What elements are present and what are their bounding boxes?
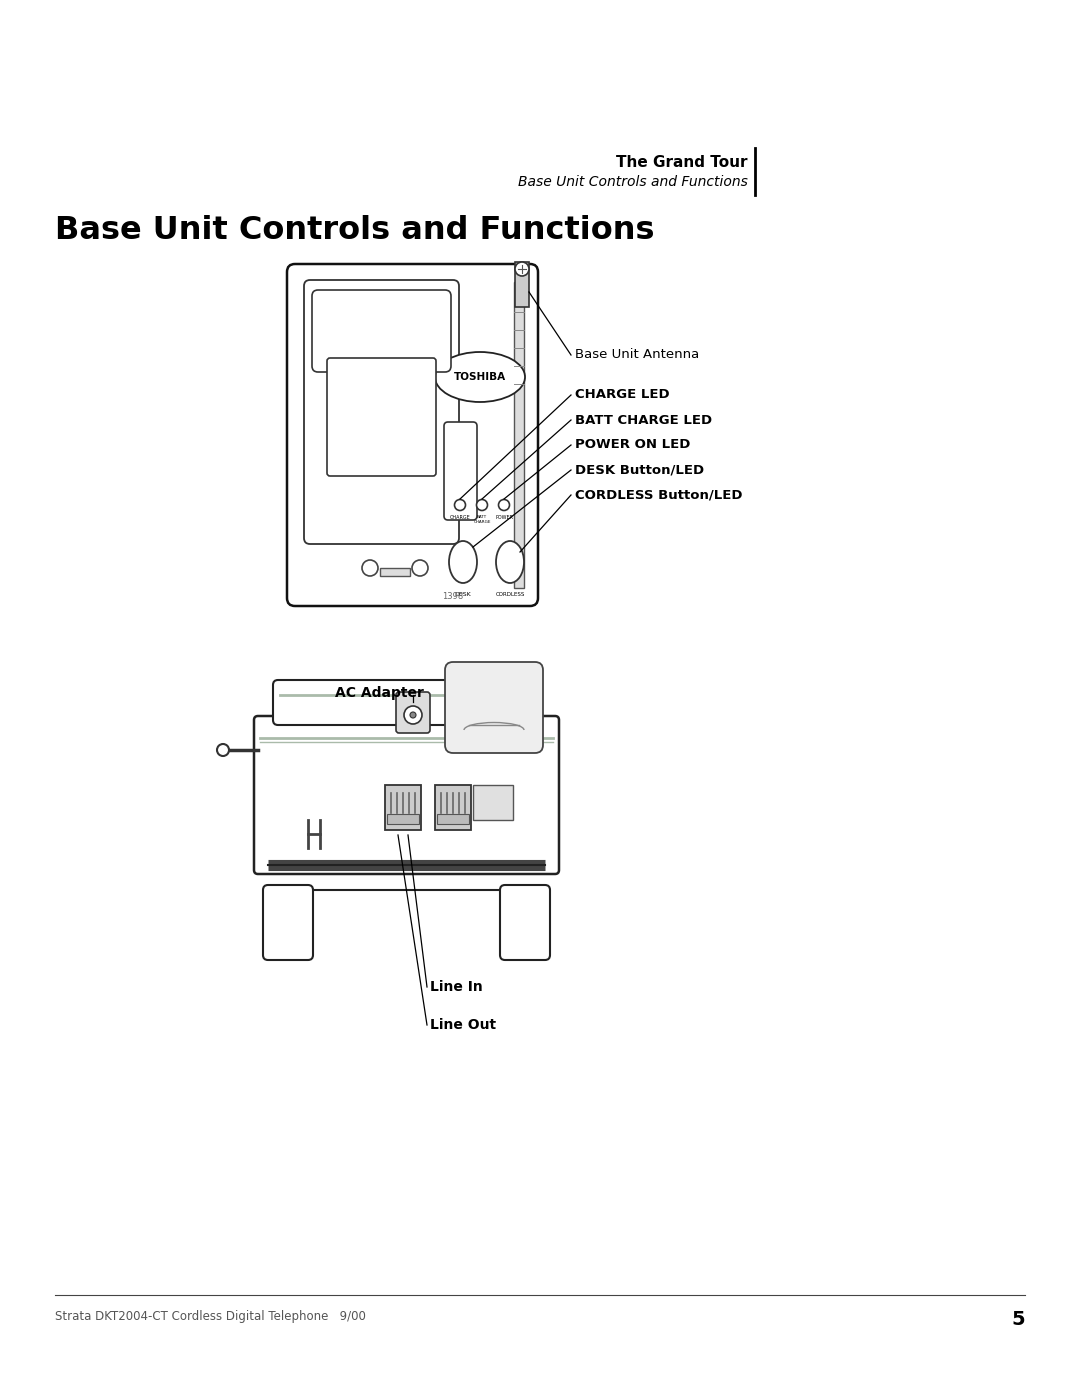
Ellipse shape [435,352,525,402]
Circle shape [515,263,529,277]
FancyBboxPatch shape [514,282,524,588]
FancyBboxPatch shape [312,291,451,372]
Text: BATT
CHARGE: BATT CHARGE [473,515,490,524]
Circle shape [362,560,378,576]
Text: Line In: Line In [430,981,483,995]
FancyBboxPatch shape [444,422,477,520]
FancyBboxPatch shape [387,814,419,824]
Text: CHARGE: CHARGE [449,515,471,520]
Text: POWER ON LED: POWER ON LED [575,439,690,451]
FancyBboxPatch shape [437,814,469,824]
Text: Line Out: Line Out [430,1018,496,1032]
FancyBboxPatch shape [500,886,550,960]
Text: DESK: DESK [455,592,471,597]
Text: CHARGE LED: CHARGE LED [575,388,670,401]
FancyBboxPatch shape [473,785,513,820]
FancyBboxPatch shape [264,886,313,960]
Text: Base Unit Controls and Functions: Base Unit Controls and Functions [518,175,748,189]
Ellipse shape [449,541,477,583]
Text: TOSHIBA: TOSHIBA [454,372,507,381]
Circle shape [499,500,510,510]
Text: Base Unit Controls and Functions: Base Unit Controls and Functions [55,215,654,246]
FancyBboxPatch shape [327,358,436,476]
Circle shape [217,745,229,756]
Circle shape [411,560,428,576]
FancyBboxPatch shape [303,279,459,543]
Text: 1398: 1398 [442,592,463,601]
Text: POWER: POWER [495,515,513,520]
FancyBboxPatch shape [435,785,471,830]
Text: Base Unit Antenna: Base Unit Antenna [575,348,699,362]
Text: CORDLESS Button/LED: CORDLESS Button/LED [575,489,743,502]
Circle shape [410,712,416,718]
Text: AC Adapter: AC Adapter [335,686,423,700]
FancyBboxPatch shape [254,717,559,875]
Text: DESK Button/LED: DESK Button/LED [575,464,704,476]
Text: CORDLESS: CORDLESS [496,592,525,597]
FancyBboxPatch shape [380,569,410,576]
Circle shape [455,500,465,510]
Ellipse shape [496,541,524,583]
Circle shape [476,500,487,510]
Text: Strata DKT2004-CT Cordless Digital Telephone   9/00: Strata DKT2004-CT Cordless Digital Telep… [55,1310,366,1323]
FancyBboxPatch shape [445,662,543,753]
FancyBboxPatch shape [515,263,529,307]
Text: BATT CHARGE LED: BATT CHARGE LED [575,414,712,426]
Text: The Grand Tour: The Grand Tour [617,155,748,170]
Circle shape [404,705,422,724]
Text: 5: 5 [1011,1310,1025,1329]
FancyBboxPatch shape [384,785,421,830]
FancyBboxPatch shape [287,264,538,606]
FancyBboxPatch shape [396,692,430,733]
FancyBboxPatch shape [273,680,540,725]
